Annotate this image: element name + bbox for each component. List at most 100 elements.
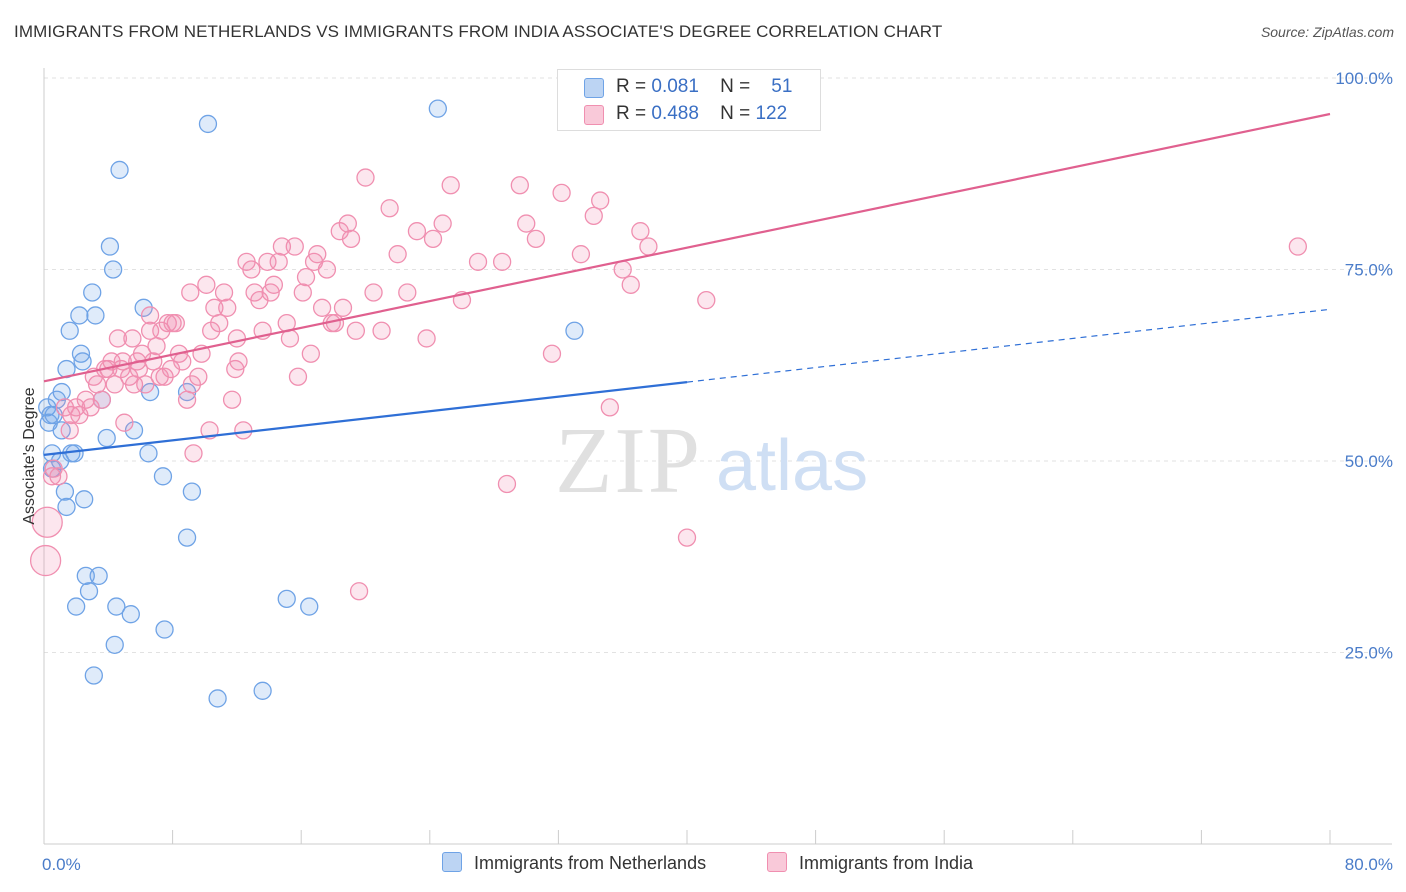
data-point	[356, 168, 375, 187]
data-point	[86, 306, 105, 325]
data-point	[147, 336, 166, 356]
data-point	[441, 176, 460, 195]
data-point	[308, 245, 327, 264]
data-point	[144, 352, 163, 371]
data-point	[155, 620, 174, 639]
y-tick-label: 100.0%	[1335, 69, 1393, 88]
data-point	[312, 298, 332, 317]
data-point	[113, 352, 132, 371]
data-point	[510, 176, 529, 195]
legend-r-value: 0.081	[651, 76, 699, 97]
data-point	[497, 474, 517, 494]
data-point	[67, 597, 86, 616]
data-point	[552, 183, 571, 203]
bottom-legend-swatch-india	[767, 852, 787, 872]
data-point	[571, 245, 591, 264]
data-point	[83, 283, 102, 302]
legend-n-value: 122	[755, 103, 788, 124]
data-point	[600, 398, 619, 417]
legend-n-label: N =	[720, 76, 751, 97]
series-points	[29, 99, 1307, 708]
data-point	[338, 214, 357, 233]
data-point	[293, 283, 312, 302]
watermark-zip: ZIP	[555, 409, 702, 513]
data-point	[107, 597, 126, 616]
data-point	[398, 283, 417, 302]
legend-n-label: N =	[720, 103, 751, 124]
legend: R = 0.081 N = 51 R = 0.488 N = 122	[557, 69, 821, 131]
data-point	[124, 421, 144, 440]
data-point	[182, 375, 202, 394]
legend-n-value: 51	[771, 76, 793, 97]
data-point	[492, 252, 512, 271]
legend-swatch-india	[584, 105, 604, 125]
data-point	[591, 191, 610, 210]
data-point	[1288, 237, 1307, 256]
data-point	[182, 482, 202, 501]
data-point	[242, 260, 261, 279]
data-point	[105, 635, 124, 654]
data-point	[100, 237, 120, 256]
data-point	[89, 566, 108, 586]
data-point	[613, 260, 632, 279]
data-point	[115, 413, 134, 432]
data-point	[227, 329, 247, 348]
data-point	[341, 229, 361, 249]
data-point	[55, 482, 75, 501]
data-point	[468, 252, 488, 271]
data-point	[565, 321, 584, 340]
data-point	[181, 283, 200, 302]
data-point	[76, 566, 95, 586]
legend-r-label: R =	[616, 103, 647, 124]
data-point	[349, 582, 369, 601]
data-point	[139, 444, 158, 463]
data-point	[214, 283, 234, 302]
data-point	[150, 367, 169, 386]
data-point	[71, 344, 91, 363]
data-point	[202, 321, 221, 340]
data-point	[346, 321, 366, 340]
data-point	[121, 605, 140, 624]
trend-line-netherlands	[43, 381, 688, 456]
data-point	[272, 237, 292, 256]
data-point	[110, 160, 129, 180]
data-point	[631, 222, 650, 241]
data-point	[92, 390, 112, 409]
data-point	[177, 390, 197, 409]
bottom-legend-swatch-netherlands	[442, 852, 462, 872]
data-point	[584, 206, 603, 226]
data-point	[198, 114, 218, 134]
source-label: Source: ZipAtlas.com	[1260, 24, 1394, 40]
data-point	[173, 352, 192, 371]
data-point	[60, 421, 79, 440]
data-point	[140, 306, 160, 325]
data-point	[433, 214, 452, 233]
data-point	[49, 467, 68, 486]
data-point	[84, 666, 103, 685]
data-point	[153, 467, 173, 486]
bottom-legend-label-netherlands: Immigrants from Netherlands	[474, 853, 707, 873]
data-point	[517, 214, 536, 233]
data-point	[264, 275, 284, 294]
data-point	[136, 375, 155, 394]
bottom-legend-label-india: Immigrants from India	[799, 853, 974, 873]
data-point	[639, 237, 658, 256]
trend-line-extension	[686, 308, 1331, 383]
x-tick-label: 0.0%	[42, 855, 81, 874]
data-point	[388, 245, 407, 264]
data-point	[428, 99, 447, 118]
data-point	[285, 237, 304, 256]
data-point	[197, 275, 216, 294]
trend-line-india	[43, 112, 1331, 383]
data-point	[60, 321, 79, 340]
legend-swatch-netherlands	[584, 78, 604, 98]
data-point	[423, 229, 443, 249]
tick-labels: 25.0% 50.0% 75.0% 100.0% 0.0% 80.0%	[42, 69, 1393, 874]
y-axis-title: Associate's Degree	[21, 387, 38, 524]
y-tick-label: 25.0%	[1345, 644, 1393, 663]
data-point	[372, 321, 391, 340]
data-point	[296, 268, 316, 287]
bottom-legend-netherlands: Immigrants from Netherlands	[442, 852, 706, 874]
data-point	[75, 490, 94, 509]
